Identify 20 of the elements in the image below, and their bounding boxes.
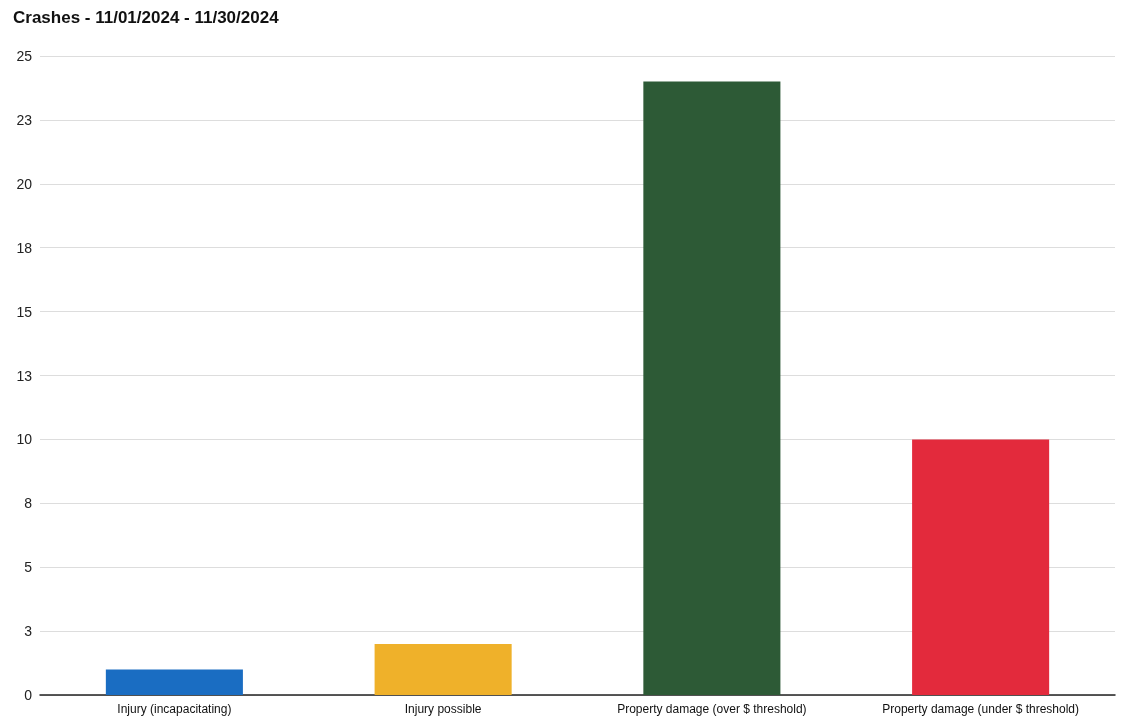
y-tick-label: 23 bbox=[16, 111, 33, 128]
y-tick-label: 18 bbox=[16, 239, 33, 256]
y-tick-label: 0 bbox=[24, 687, 33, 703]
y-tick-label: 15 bbox=[16, 303, 33, 320]
y-tick-label: 25 bbox=[16, 48, 33, 64]
x-tick-label: Injury (incapacitating) bbox=[117, 702, 232, 716]
x-tick-label: Property damage (over $ threshold) bbox=[617, 702, 807, 716]
bar bbox=[105, 669, 243, 695]
bar bbox=[374, 643, 512, 695]
y-tick-label: 10 bbox=[16, 431, 33, 448]
y-tick-label: 8 bbox=[24, 495, 33, 512]
x-tick-label: Property damage (under $ threshold) bbox=[882, 702, 1080, 716]
y-tick-label: 13 bbox=[16, 367, 33, 384]
x-tick-label: Injury possible bbox=[404, 702, 482, 716]
y-tick-label: 5 bbox=[24, 559, 33, 576]
y-tick-label: 20 bbox=[16, 175, 33, 192]
y-tick-label: 3 bbox=[24, 623, 33, 640]
bar bbox=[643, 81, 781, 695]
chart-title: Crashes - 11/01/2024 - 11/30/2024 bbox=[13, 8, 280, 27]
bar bbox=[912, 439, 1050, 695]
